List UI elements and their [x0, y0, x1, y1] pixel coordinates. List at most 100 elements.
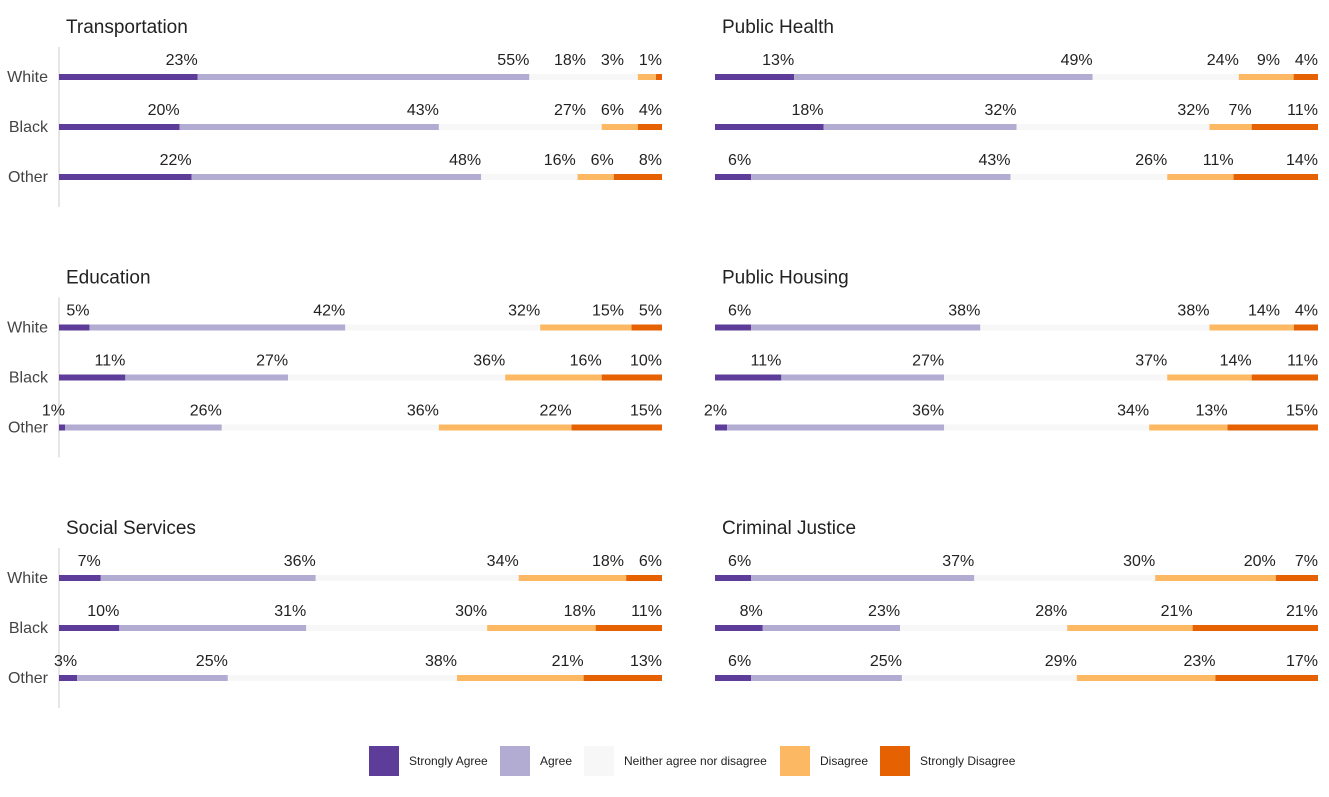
- bar-segment: [125, 374, 289, 381]
- bar-segment: [481, 174, 578, 180]
- bar-segment: [751, 174, 1011, 180]
- bar-segment: [751, 575, 975, 581]
- value-label: 13%: [630, 653, 662, 670]
- bar-segment: [1016, 124, 1210, 130]
- value-label: 37%: [1135, 353, 1167, 370]
- value-label: 10%: [87, 603, 119, 620]
- value-label: 38%: [425, 653, 457, 670]
- value-label: 36%: [912, 403, 944, 420]
- value-label: 42%: [313, 303, 345, 320]
- bar-segment: [345, 324, 541, 331]
- bar-segment: [577, 174, 614, 180]
- bar-segment: [59, 174, 192, 180]
- value-label: 11%: [750, 353, 781, 370]
- value-label: 9%: [1257, 52, 1280, 69]
- bar-segment: [288, 374, 506, 381]
- bar-segment: [1010, 174, 1168, 180]
- value-label: 25%: [196, 653, 228, 670]
- legend-swatch: [369, 746, 399, 776]
- bar-segment: [1293, 324, 1318, 331]
- legend-label: Disagree: [820, 754, 868, 768]
- value-label: 32%: [1177, 102, 1209, 119]
- bar-segment: [944, 424, 1150, 431]
- value-label: 21%: [1161, 603, 1193, 620]
- bar-segment: [715, 575, 752, 581]
- panel-title: Criminal Justice: [722, 518, 856, 539]
- value-label: 10%: [630, 353, 662, 370]
- bar-segment: [655, 74, 662, 80]
- value-label: 18%: [592, 553, 624, 570]
- bar-segment: [637, 74, 656, 80]
- bar-segment: [715, 424, 728, 431]
- bar-segment: [1167, 174, 1234, 180]
- value-label: 6%: [728, 152, 751, 169]
- bar-segment: [1293, 74, 1318, 80]
- value-label: 1%: [42, 403, 65, 420]
- bar-segment: [89, 324, 346, 331]
- value-label: 15%: [1286, 403, 1318, 420]
- bar-segment: [456, 675, 584, 681]
- bar-segment: [1233, 174, 1318, 180]
- value-label: 11%: [1287, 102, 1318, 119]
- value-label: 7%: [1295, 553, 1318, 570]
- value-label: 5%: [639, 303, 662, 320]
- value-label: 11%: [94, 353, 125, 370]
- bar-segment: [100, 575, 316, 581]
- value-label: 7%: [1229, 102, 1252, 119]
- bar-segment: [583, 675, 662, 681]
- bar-segment: [1209, 124, 1252, 130]
- value-label: 55%: [497, 52, 529, 69]
- bar-segment: [715, 324, 752, 331]
- value-label: 31%: [274, 603, 306, 620]
- bar-segment: [901, 675, 1077, 681]
- bar-segment: [595, 625, 662, 631]
- value-label: 48%: [449, 152, 481, 169]
- bar-segment: [1155, 575, 1276, 581]
- value-label: 11%: [1203, 152, 1234, 169]
- bar-segment: [1215, 675, 1318, 681]
- bar-segment: [59, 324, 90, 331]
- value-label: 2%: [704, 403, 727, 420]
- bar-segment: [762, 625, 901, 631]
- bar-segment: [1149, 424, 1228, 431]
- bar-segment: [59, 675, 78, 681]
- bar-segment: [980, 324, 1210, 331]
- value-label: 23%: [868, 603, 900, 620]
- bar-segment: [221, 424, 439, 431]
- value-label: 6%: [728, 553, 751, 570]
- bar-segment: [540, 324, 632, 331]
- value-label: 43%: [978, 152, 1010, 169]
- value-label: 20%: [1244, 553, 1276, 570]
- value-label: 32%: [508, 303, 540, 320]
- bar-segment: [715, 625, 763, 631]
- bar-segment: [613, 174, 662, 180]
- bar-segment: [529, 74, 638, 80]
- value-label: 15%: [630, 403, 662, 420]
- bar-segment: [59, 625, 120, 631]
- value-label: 37%: [942, 553, 974, 570]
- value-label: 26%: [190, 403, 222, 420]
- value-label: 21%: [552, 653, 584, 670]
- value-label: 22%: [540, 403, 572, 420]
- bar-segment: [637, 124, 662, 130]
- bar-segment: [571, 424, 662, 431]
- value-label: 27%: [912, 353, 944, 370]
- legend-swatch: [500, 746, 530, 776]
- value-label: 23%: [1183, 653, 1215, 670]
- bar-segment: [518, 575, 627, 581]
- value-label: 6%: [728, 653, 751, 670]
- panel-title: Education: [66, 268, 151, 289]
- value-label: 6%: [639, 553, 662, 570]
- value-label: 29%: [1045, 653, 1077, 670]
- bar-segment: [715, 124, 824, 130]
- bar-segment: [487, 625, 596, 631]
- value-label: 13%: [1196, 403, 1228, 420]
- value-label: 36%: [407, 403, 439, 420]
- bar-segment: [1251, 124, 1318, 130]
- value-label: 36%: [473, 353, 505, 370]
- legend-label: Neither agree nor disagree: [624, 754, 767, 768]
- bar-segment: [1251, 374, 1318, 381]
- bar-segment: [438, 124, 602, 130]
- category-label: White: [7, 320, 48, 337]
